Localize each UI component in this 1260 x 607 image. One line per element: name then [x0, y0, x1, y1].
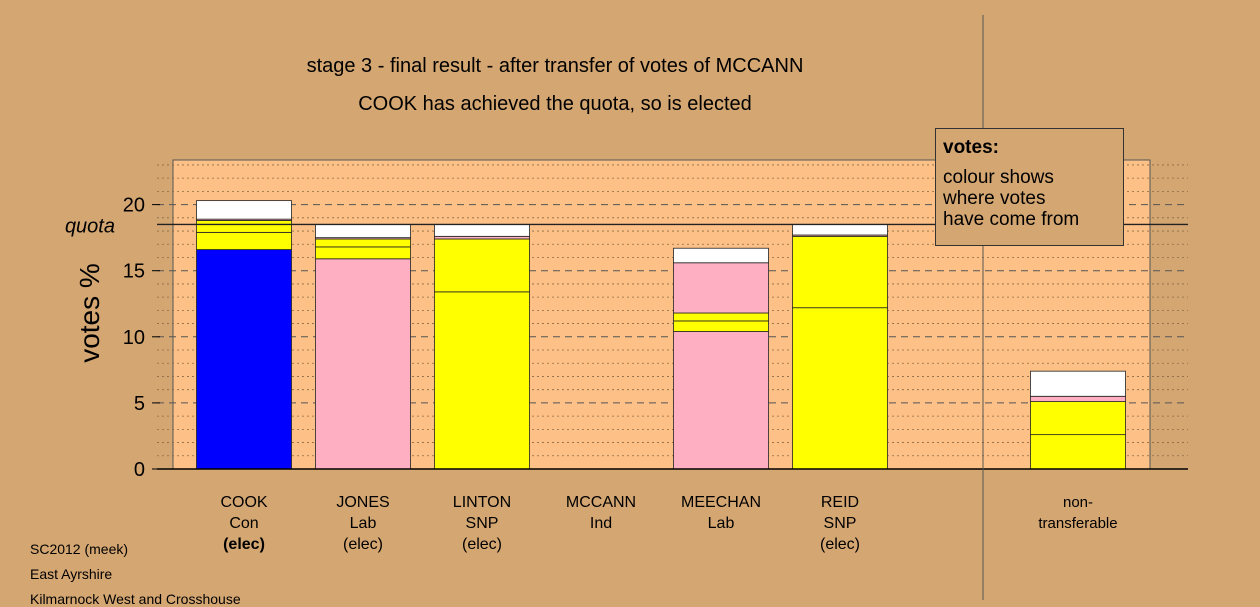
- x-label-status: (elec): [223, 536, 265, 553]
- x-label-name: REID: [821, 494, 859, 511]
- bar-segment: [434, 291, 530, 470]
- bar-segment: [673, 247, 769, 264]
- bar-segment: [196, 200, 292, 220]
- x-label-name: non-: [1063, 494, 1093, 511]
- bar-segment: [792, 235, 888, 309]
- bar-segment: [792, 224, 888, 236]
- bar-segment: [434, 238, 530, 293]
- y-tick-label: 10: [123, 327, 145, 349]
- legend-line: where votes: [943, 188, 1046, 209]
- footer-method: SC2012 (meek): [30, 541, 129, 557]
- x-label-status: (elec): [343, 536, 383, 553]
- bar-segment: [673, 331, 769, 470]
- bar-segment: [1030, 395, 1126, 402]
- bar-segment: [315, 224, 411, 239]
- chart-title: stage 3 - final result - after transfer …: [306, 55, 804, 77]
- x-label-party: Ind: [590, 515, 612, 532]
- bar-segment: [673, 312, 769, 322]
- footer-ward: Kilmarnock West and Crosshouse: [30, 591, 241, 607]
- bar-segment: [315, 238, 411, 248]
- quota-label: quota: [65, 215, 115, 237]
- legend-line: have come from: [943, 209, 1080, 230]
- x-label-name: MEECHAN: [681, 494, 761, 511]
- x-label-name: MCCANN: [566, 494, 636, 511]
- x-label-status: (elec): [462, 536, 502, 553]
- bar-segment: [315, 246, 411, 260]
- x-label-party: Con: [229, 515, 258, 532]
- x-label-name: JONES: [336, 494, 389, 511]
- y-tick-label: 20: [123, 195, 145, 217]
- x-label-party: transferable: [1038, 515, 1117, 532]
- x-label-party: Lab: [350, 515, 377, 532]
- bar-segment: [673, 320, 769, 332]
- bar-segment: [673, 262, 769, 314]
- bar-segment: [196, 249, 292, 470]
- bar-segment: [1030, 401, 1126, 436]
- bar-segment: [196, 220, 292, 233]
- y-tick-label: 0: [134, 459, 145, 481]
- legend-title: votes:: [943, 137, 999, 158]
- x-label-name: COOK: [220, 494, 267, 511]
- bar-segment: [196, 231, 292, 250]
- y-tick-label: 15: [123, 261, 145, 283]
- x-label-party: Lab: [708, 515, 735, 532]
- footer-council: East Ayrshire: [30, 566, 113, 582]
- x-label-party: SNP: [466, 515, 499, 532]
- x-label-status: (elec): [820, 536, 860, 553]
- y-axis-label: votes %: [74, 263, 105, 363]
- legend-line: colour shows: [943, 167, 1054, 188]
- bar-segment: [1030, 434, 1126, 470]
- bar-segment: [315, 258, 411, 470]
- bar-segment: [1030, 370, 1126, 397]
- bar-segment: [434, 224, 530, 237]
- y-tick-label: 5: [134, 393, 145, 415]
- x-label-party: SNP: [824, 515, 857, 532]
- bar-segment: [792, 307, 888, 470]
- legend: votes: colour shows where votes have com…: [935, 128, 1124, 246]
- x-label-name: LINTON: [453, 494, 511, 511]
- chart-subtitle: COOK has achieved the quota, so is elect…: [358, 93, 752, 115]
